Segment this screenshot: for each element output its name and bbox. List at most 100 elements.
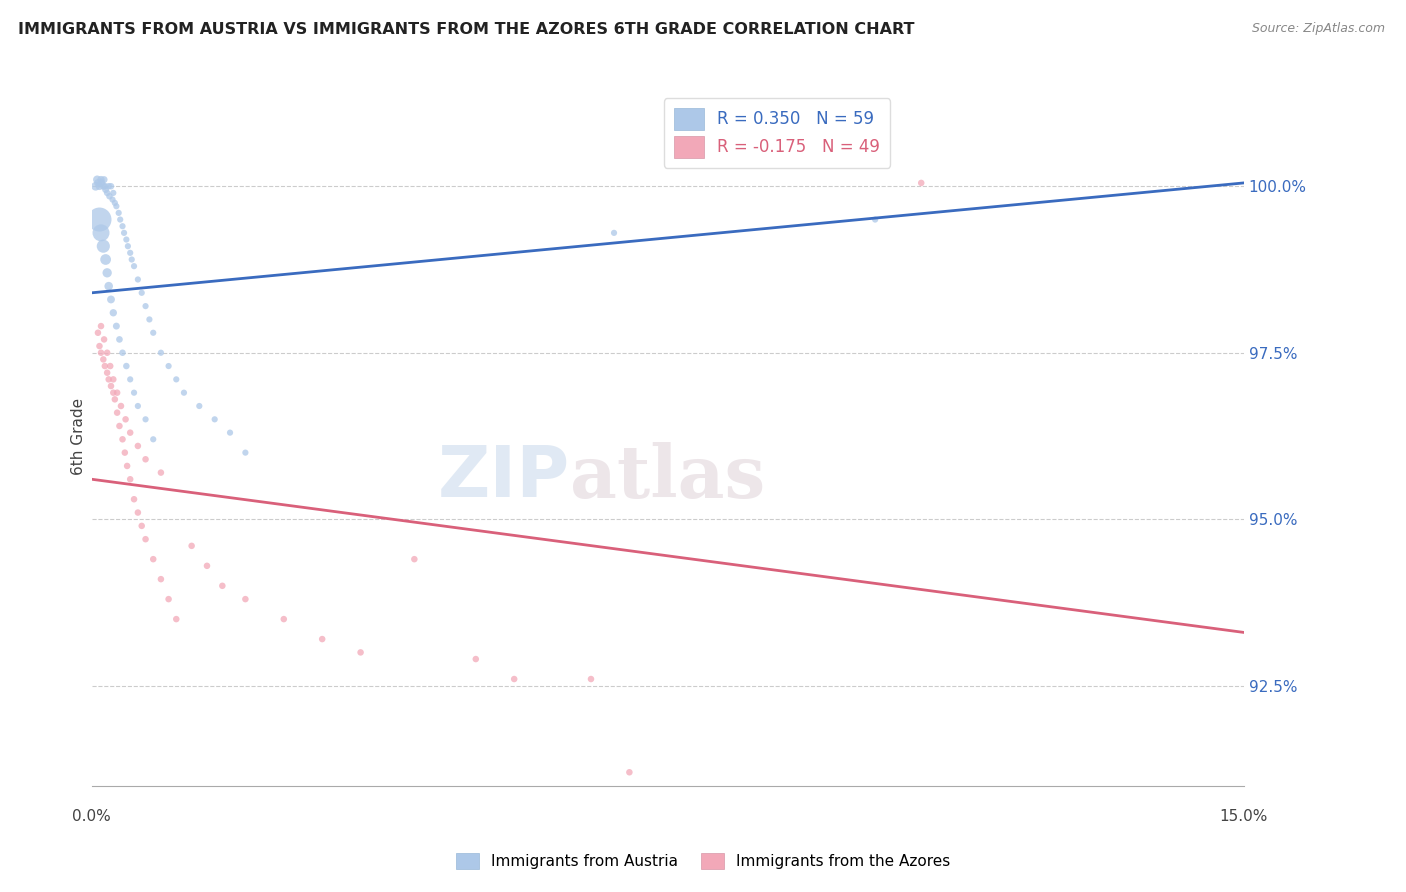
Point [204, 412, 226, 426]
Point [105, 385, 128, 400]
Point [863, 212, 886, 227]
Point [93, 172, 115, 186]
Point [96, 266, 118, 280]
Point [90, 345, 112, 359]
Point [84, 179, 107, 194]
Point [105, 406, 128, 420]
Point [111, 345, 134, 359]
Point [101, 193, 124, 207]
Point [115, 233, 138, 247]
Point [90, 176, 112, 190]
Point [89, 179, 111, 194]
Point [131, 519, 153, 533]
Point [117, 239, 139, 253]
Text: IMMIGRANTS FROM AUSTRIA VS IMMIGRANTS FROM THE AZORES 6TH GRADE CORRELATION CHAR: IMMIGRANTS FROM AUSTRIA VS IMMIGRANTS FR… [18, 22, 915, 37]
Point [104, 195, 127, 210]
Point [135, 299, 157, 313]
Point [311, 632, 333, 646]
Point [149, 466, 172, 480]
Point [195, 558, 218, 573]
Point [97, 279, 120, 293]
Legend: R = 0.350   N = 59, R = -0.175   N = 49: R = 0.350 N = 59, R = -0.175 N = 49 [664, 98, 890, 168]
Legend: Immigrants from Austria, Immigrants from the Azores: Immigrants from Austria, Immigrants from… [450, 847, 956, 875]
Point [149, 345, 172, 359]
Point [87, 176, 110, 190]
Point [157, 359, 180, 373]
Point [105, 199, 128, 213]
Point [94, 183, 117, 197]
Point [91, 179, 114, 194]
Point [111, 219, 134, 234]
Point [107, 206, 129, 220]
Point [90, 172, 112, 186]
Point [86, 172, 108, 186]
Point [93, 333, 115, 347]
Text: Source: ZipAtlas.com: Source: ZipAtlas.com [1251, 22, 1385, 36]
Point [127, 506, 149, 520]
Point [149, 572, 172, 586]
Point [115, 359, 138, 373]
Point [404, 552, 426, 566]
Point [142, 432, 165, 446]
Text: 0.0%: 0.0% [73, 809, 111, 824]
Point [135, 532, 157, 546]
Point [120, 472, 142, 486]
Point [103, 186, 125, 200]
Point [98, 359, 121, 373]
Point [97, 179, 120, 194]
Point [90, 319, 112, 334]
Point [235, 445, 257, 459]
Point [115, 458, 138, 473]
Point [120, 425, 142, 440]
Point [127, 399, 149, 413]
Point [98, 189, 121, 203]
Point [464, 652, 486, 666]
Point [910, 176, 932, 190]
Point [100, 179, 122, 194]
Point [89, 339, 111, 353]
Point [110, 399, 132, 413]
Point [121, 252, 143, 267]
Point [87, 326, 110, 340]
Point [120, 372, 142, 386]
Point [104, 392, 127, 407]
Point [219, 425, 242, 440]
Point [122, 259, 145, 273]
Point [603, 226, 626, 240]
Point [188, 399, 211, 413]
Point [108, 212, 131, 227]
Point [108, 419, 131, 434]
Point [94, 252, 117, 267]
Point [142, 326, 165, 340]
Point [165, 612, 187, 626]
Point [142, 552, 165, 566]
Point [114, 445, 136, 459]
Point [135, 412, 157, 426]
Point [138, 312, 160, 326]
Point [165, 372, 187, 386]
Point [503, 672, 526, 686]
Point [173, 385, 195, 400]
Point [135, 452, 157, 467]
Point [103, 385, 125, 400]
Point [349, 645, 371, 659]
Point [579, 672, 602, 686]
Point [127, 439, 149, 453]
Point [619, 765, 641, 780]
Point [235, 592, 257, 607]
Point [94, 179, 117, 194]
Point [122, 385, 145, 400]
Point [90, 226, 112, 240]
Text: ZIP: ZIP [437, 443, 569, 512]
Point [103, 306, 125, 320]
Point [108, 333, 131, 347]
Point [211, 579, 233, 593]
Point [273, 612, 295, 626]
Point [131, 285, 153, 300]
Point [112, 226, 135, 240]
Point [103, 372, 125, 386]
Point [122, 492, 145, 507]
Point [105, 319, 128, 334]
Point [96, 366, 118, 380]
Point [100, 293, 122, 307]
